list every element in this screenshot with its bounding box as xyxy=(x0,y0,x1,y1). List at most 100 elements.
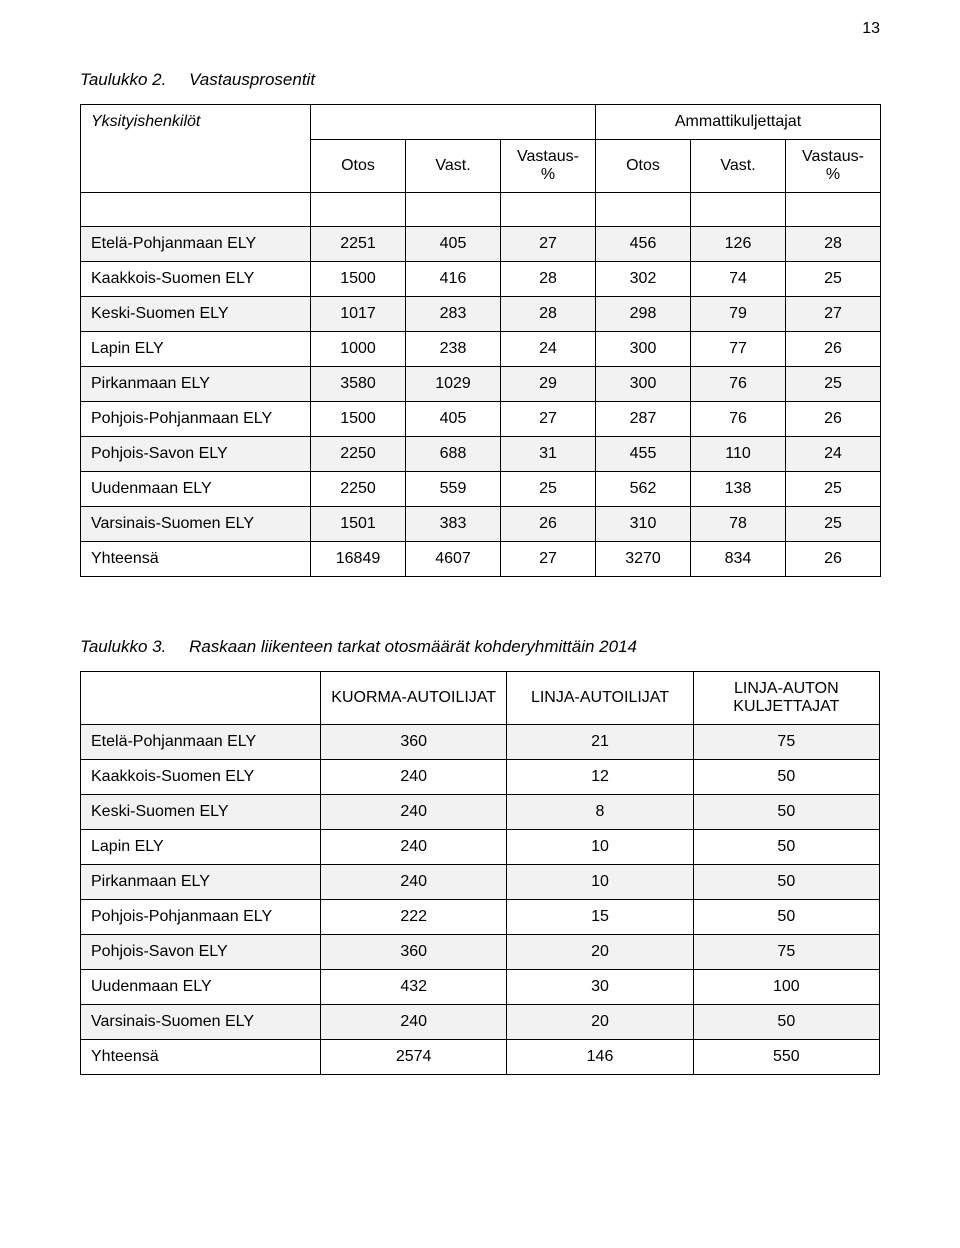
row-label: Pohjois-Savon ELY xyxy=(81,935,321,970)
page-number: 13 xyxy=(862,20,880,38)
cell-value: 834 xyxy=(691,542,786,577)
table1-col-pct1: Vastaus-% xyxy=(501,140,596,193)
cell-value: 16849 xyxy=(311,542,406,577)
cell-value: 100 xyxy=(693,970,879,1005)
table-row: Yhteensä16849460727327083426 xyxy=(81,542,881,577)
table2-title-num: Taulukko 3. xyxy=(80,637,166,656)
cell-value: 110 xyxy=(691,437,786,472)
cell-value: 50 xyxy=(693,865,879,900)
cell-value: 1501 xyxy=(311,507,406,542)
cell-value: 238 xyxy=(406,332,501,367)
cell-value: 24 xyxy=(786,437,881,472)
cell-value: 10 xyxy=(507,865,693,900)
table1-group-blank xyxy=(311,105,596,140)
table-row: Pohjois-Pohjanmaan ELY2221550 xyxy=(81,900,880,935)
table2-col-1: KUORMA-AUTOILIJAT xyxy=(321,672,507,725)
cell-value: 50 xyxy=(693,795,879,830)
cell-value: 383 xyxy=(406,507,501,542)
cell-value: 360 xyxy=(321,725,507,760)
table-row: Yhteensä2574146550 xyxy=(81,1040,880,1075)
cell-value: 26 xyxy=(786,542,881,577)
table-row: Pohjois-Savon ELY3602075 xyxy=(81,935,880,970)
cell-value: 222 xyxy=(321,900,507,935)
table-row: Uudenmaan ELY22505592556213825 xyxy=(81,472,881,507)
cell-value: 76 xyxy=(691,367,786,402)
table-row: Keski-Suomen ELY240850 xyxy=(81,795,880,830)
table1-title-text: Vastausprosentit xyxy=(189,70,315,89)
table1-group-label-1: Yksityishenkilöt xyxy=(81,105,311,193)
table1-title: Taulukko 2. Vastausprosentit xyxy=(80,70,880,90)
cell-value: 416 xyxy=(406,262,501,297)
row-label: Etelä-Pohjanmaan ELY xyxy=(81,227,311,262)
table-row: Etelä-Pohjanmaan ELY3602175 xyxy=(81,725,880,760)
cell-value: 75 xyxy=(693,725,879,760)
table-row: Varsinais-Suomen ELY2402050 xyxy=(81,1005,880,1040)
cell-value: 240 xyxy=(321,760,507,795)
cell-value: 688 xyxy=(406,437,501,472)
cell-value: 283 xyxy=(406,297,501,332)
cell-value: 26 xyxy=(786,332,881,367)
document-page: 13 Taulukko 2. Vastausprosentit Yksityis… xyxy=(0,0,960,1248)
row-label: Uudenmaan ELY xyxy=(81,472,311,507)
cell-value: 27 xyxy=(786,297,881,332)
row-label: Pohjois-Pohjanmaan ELY xyxy=(81,900,321,935)
cell-value: 50 xyxy=(693,900,879,935)
table-row: Uudenmaan ELY43230100 xyxy=(81,970,880,1005)
row-label: Pirkanmaan ELY xyxy=(81,367,311,402)
cell-value: 287 xyxy=(596,402,691,437)
cell-value: 8 xyxy=(507,795,693,830)
row-label: Keski-Suomen ELY xyxy=(81,795,321,830)
cell-value: 26 xyxy=(501,507,596,542)
table2-col-blank xyxy=(81,672,321,725)
table-row: Varsinais-Suomen ELY1501383263107825 xyxy=(81,507,881,542)
cell-value: 28 xyxy=(786,227,881,262)
cell-value: 240 xyxy=(321,795,507,830)
cell-value: 25 xyxy=(501,472,596,507)
cell-value: 50 xyxy=(693,760,879,795)
table-row: Pirkanmaan ELY35801029293007625 xyxy=(81,367,881,402)
cell-value: 78 xyxy=(691,507,786,542)
table2: KUORMA-AUTOILIJAT LINJA-AUTOILIJAT LINJA… xyxy=(80,671,880,1075)
cell-value: 28 xyxy=(501,262,596,297)
cell-value: 4607 xyxy=(406,542,501,577)
row-label: Kaakkois-Suomen ELY xyxy=(81,262,311,297)
cell-value: 31 xyxy=(501,437,596,472)
cell-value: 455 xyxy=(596,437,691,472)
cell-value: 2251 xyxy=(311,227,406,262)
cell-value: 25 xyxy=(786,507,881,542)
cell-value: 21 xyxy=(507,725,693,760)
cell-value: 20 xyxy=(507,1005,693,1040)
cell-value: 1500 xyxy=(311,262,406,297)
row-label: Pirkanmaan ELY xyxy=(81,865,321,900)
cell-value: 456 xyxy=(596,227,691,262)
cell-value: 298 xyxy=(596,297,691,332)
cell-value: 432 xyxy=(321,970,507,1005)
row-label: Kaakkois-Suomen ELY xyxy=(81,760,321,795)
cell-value: 240 xyxy=(321,830,507,865)
cell-value: 30 xyxy=(507,970,693,1005)
cell-value: 3270 xyxy=(596,542,691,577)
table2-title-text: Raskaan liikenteen tarkat otosmäärät koh… xyxy=(189,637,637,656)
table1-col-vast1: Vast. xyxy=(406,140,501,193)
cell-value: 27 xyxy=(501,402,596,437)
table-row: Pohjois-Pohjanmaan ELY1500405272877626 xyxy=(81,402,881,437)
table-row: Lapin ELY2401050 xyxy=(81,830,880,865)
cell-value: 3580 xyxy=(311,367,406,402)
cell-value: 1000 xyxy=(311,332,406,367)
cell-value: 240 xyxy=(321,1005,507,1040)
cell-value: 2574 xyxy=(321,1040,507,1075)
cell-value: 300 xyxy=(596,367,691,402)
table2-col-3: LINJA-AUTON KULJETTAJAT xyxy=(693,672,879,725)
cell-value: 20 xyxy=(507,935,693,970)
cell-value: 75 xyxy=(693,935,879,970)
cell-value: 146 xyxy=(507,1040,693,1075)
row-label: Pohjois-Pohjanmaan ELY xyxy=(81,402,311,437)
table1-group-label-2: Ammattikuljettajat xyxy=(596,105,881,140)
cell-value: 50 xyxy=(693,1005,879,1040)
cell-value: 1029 xyxy=(406,367,501,402)
cell-value: 27 xyxy=(501,227,596,262)
cell-value: 12 xyxy=(507,760,693,795)
cell-value: 126 xyxy=(691,227,786,262)
row-label: Lapin ELY xyxy=(81,332,311,367)
table1-col-vast2: Vast. xyxy=(691,140,786,193)
